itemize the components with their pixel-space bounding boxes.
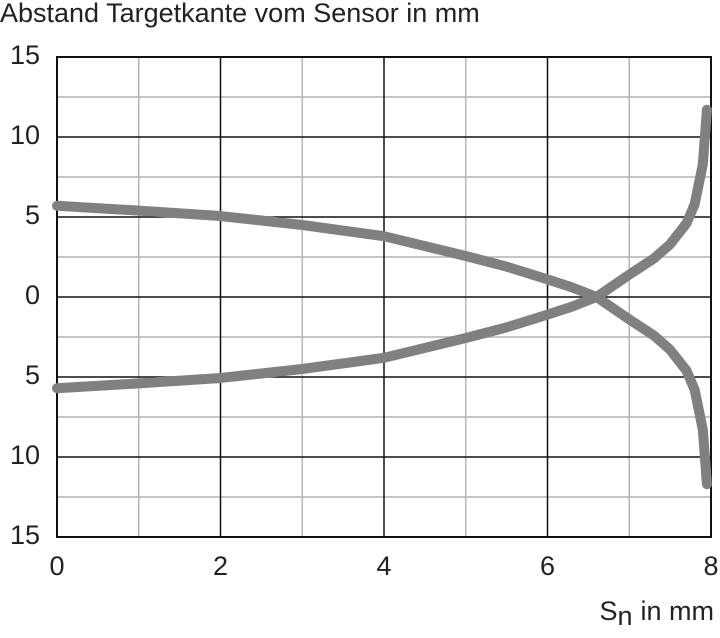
y-tick-label: 10 <box>10 120 40 150</box>
x-tick-label: 6 <box>540 551 555 581</box>
x-axis-label: Sn in mm <box>599 596 714 631</box>
data-line <box>52 104 712 394</box>
chart-title: Abstand Targetkante vom Sensor in mm <box>0 0 480 28</box>
data-line <box>52 200 712 490</box>
y-tick-label: 5 <box>25 200 40 230</box>
plot-frame <box>56 56 712 538</box>
x-label-symbol: S <box>599 596 617 626</box>
y-tick-label: 15 <box>10 520 40 550</box>
x-label-unit: in mm <box>641 596 715 626</box>
y-tick-label: 5 <box>25 360 40 390</box>
x-tick-label: 0 <box>49 551 64 581</box>
y-tick-label: 10 <box>10 440 40 470</box>
x-tick-label: 4 <box>376 551 391 581</box>
y-tick-label: 15 <box>10 40 40 70</box>
x-label-subscript: n <box>617 601 632 631</box>
x-tick-label: 8 <box>703 551 718 581</box>
y-tick-label: 0 <box>25 280 40 310</box>
x-tick-label: 2 <box>213 551 228 581</box>
